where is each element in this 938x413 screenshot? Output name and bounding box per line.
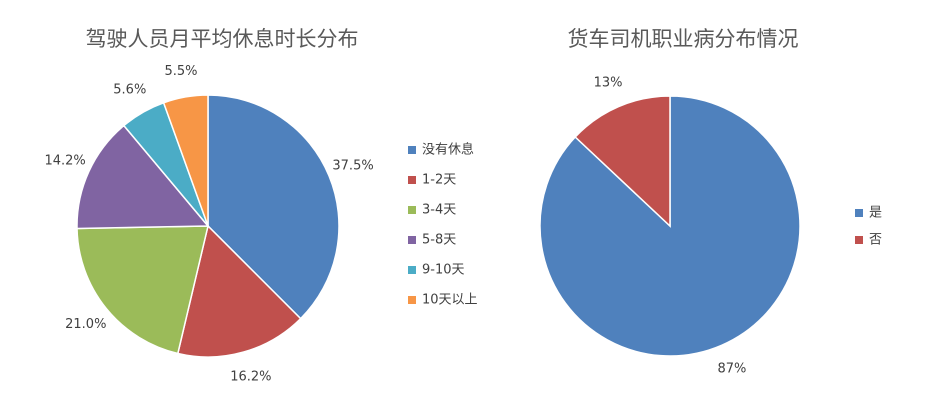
legend-label: 没有休息 (422, 142, 474, 158)
legend-label: 10天以上 (422, 293, 478, 308)
data-label: 5.6% (113, 82, 146, 97)
pie-slice (207, 94, 340, 320)
chart-title: 驾驶人员月平均休息时长分布 (86, 27, 359, 51)
pie-slice (176, 224, 302, 358)
data-label: 87% (718, 362, 747, 377)
pie-slice (76, 124, 210, 230)
legend-swatch (408, 206, 416, 214)
data-label: 14.2% (44, 153, 85, 168)
data-label: 5.5% (164, 64, 197, 79)
legend-label: 是 (869, 206, 882, 221)
legend-swatch (855, 209, 863, 217)
legend-swatch (855, 236, 863, 244)
data-label: 21.0% (65, 317, 106, 332)
data-label: 16.2% (230, 370, 271, 385)
data-label: 13% (594, 75, 623, 90)
legend-swatch (408, 236, 416, 244)
legend-swatch (408, 146, 416, 154)
pie-slice (162, 94, 209, 227)
legend-swatch (408, 266, 416, 274)
legend-swatch (408, 176, 416, 184)
pie-slice (574, 95, 671, 228)
data-label: 37.5% (332, 158, 373, 173)
legend-label: 3-4天 (422, 203, 456, 218)
legend-swatch (408, 296, 416, 304)
legend-label: 1-2天 (422, 173, 456, 188)
chart-title: 货车司机职业病分布情况 (568, 27, 799, 51)
pie-slice (76, 225, 209, 355)
legend-label: 5-8天 (422, 233, 456, 248)
legend-label: 9-10天 (422, 263, 465, 278)
legend-label: 否 (869, 233, 882, 248)
